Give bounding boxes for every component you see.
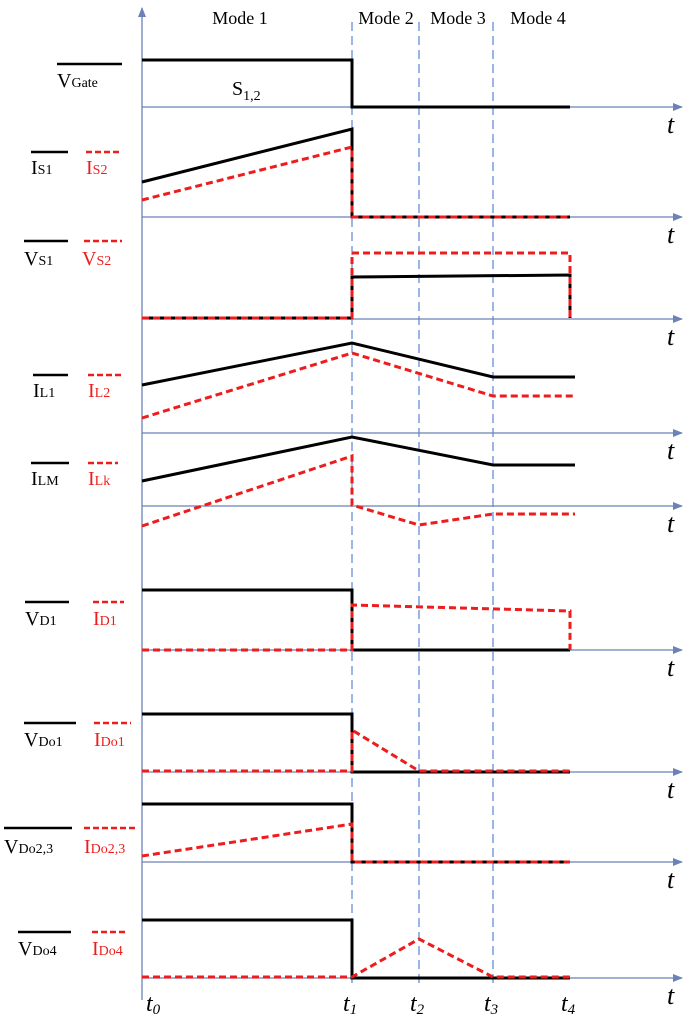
- t-symbol: t: [667, 220, 675, 249]
- i-s1-waveform: [141, 127, 570, 219]
- time-mark-t1: t1: [343, 991, 357, 1018]
- label-i-l2: IL2: [88, 380, 110, 402]
- label-i-do4: IDo4: [92, 938, 123, 960]
- label-v-do1: VDo1: [24, 729, 63, 751]
- i-l1-waveform: [141, 341, 575, 387]
- v-d1-waveform: [142, 588, 570, 652]
- label-i-l1: IL1: [33, 380, 55, 402]
- v-s2-waveform: [142, 251, 572, 320]
- signal-labels: VGate IS1 IS2 VS1 VS2 IL1 IL2 ILM ILk VD…: [4, 62, 136, 960]
- t-symbol: t: [667, 436, 675, 465]
- mode-boundaries: [351, 22, 494, 985]
- time-mark-t0: t0: [146, 991, 161, 1018]
- i-lm-waveform: [141, 435, 575, 483]
- t-symbol: t: [667, 981, 675, 1010]
- t-symbol: t: [667, 653, 675, 682]
- mode-label-3: Mode 3: [430, 8, 486, 28]
- t-symbols: t t t t t t t t t: [667, 110, 675, 1010]
- label-i-lm: ILM: [31, 468, 59, 490]
- i-l2-waveform: [141, 351, 575, 420]
- v-do23-waveform: [142, 802, 570, 864]
- t-symbol: t: [667, 509, 675, 538]
- t-symbol: t: [667, 865, 675, 894]
- i-s2-waveform: [141, 145, 570, 219]
- v-s1-waveform: [142, 273, 572, 320]
- time-mark-t3: t3: [484, 991, 498, 1018]
- i-do4-waveform: [142, 937, 570, 979]
- label-v-d1: VD1: [25, 608, 57, 630]
- label-i-do23: IDo2,3: [84, 836, 125, 858]
- time-markers: t0 t1 t2 t3 t4: [146, 991, 576, 1018]
- time-axes: [142, 103, 683, 982]
- label-v-s1: VS1: [24, 248, 53, 270]
- label-i-d1: ID1: [93, 608, 117, 630]
- label-i-do1: IDo1: [94, 729, 125, 751]
- mode-label-1: Mode 1: [212, 8, 268, 28]
- label-v-gate: VGate: [57, 70, 98, 92]
- label-v-do23: VDo2,3: [4, 836, 53, 858]
- mode-label-4: Mode 4: [510, 8, 566, 28]
- v-do1-waveform: [142, 712, 570, 774]
- i-d1-waveform: [142, 603, 572, 652]
- i-do23-waveform: [141, 822, 570, 864]
- t-symbol: t: [667, 110, 675, 139]
- waveforms: [141, 58, 575, 980]
- label-v-do4: VDo4: [18, 938, 57, 960]
- t-symbol: t: [667, 322, 675, 351]
- v-gate-waveform: [142, 58, 570, 109]
- switch-label: S1,2: [232, 78, 261, 104]
- time-mark-t4: t4: [561, 991, 576, 1018]
- t-symbol: t: [667, 775, 675, 804]
- v-do4-waveform: [142, 918, 570, 980]
- label-i-lk: ILk: [88, 468, 110, 490]
- time-mark-t2: t2: [410, 991, 425, 1018]
- mode-label-2: Mode 2: [358, 8, 414, 28]
- label-i-s1: IS1: [31, 157, 52, 179]
- i-do1-waveform: [142, 727, 570, 773]
- label-v-s2: VS2: [82, 248, 111, 270]
- label-i-s2: IS2: [86, 157, 107, 179]
